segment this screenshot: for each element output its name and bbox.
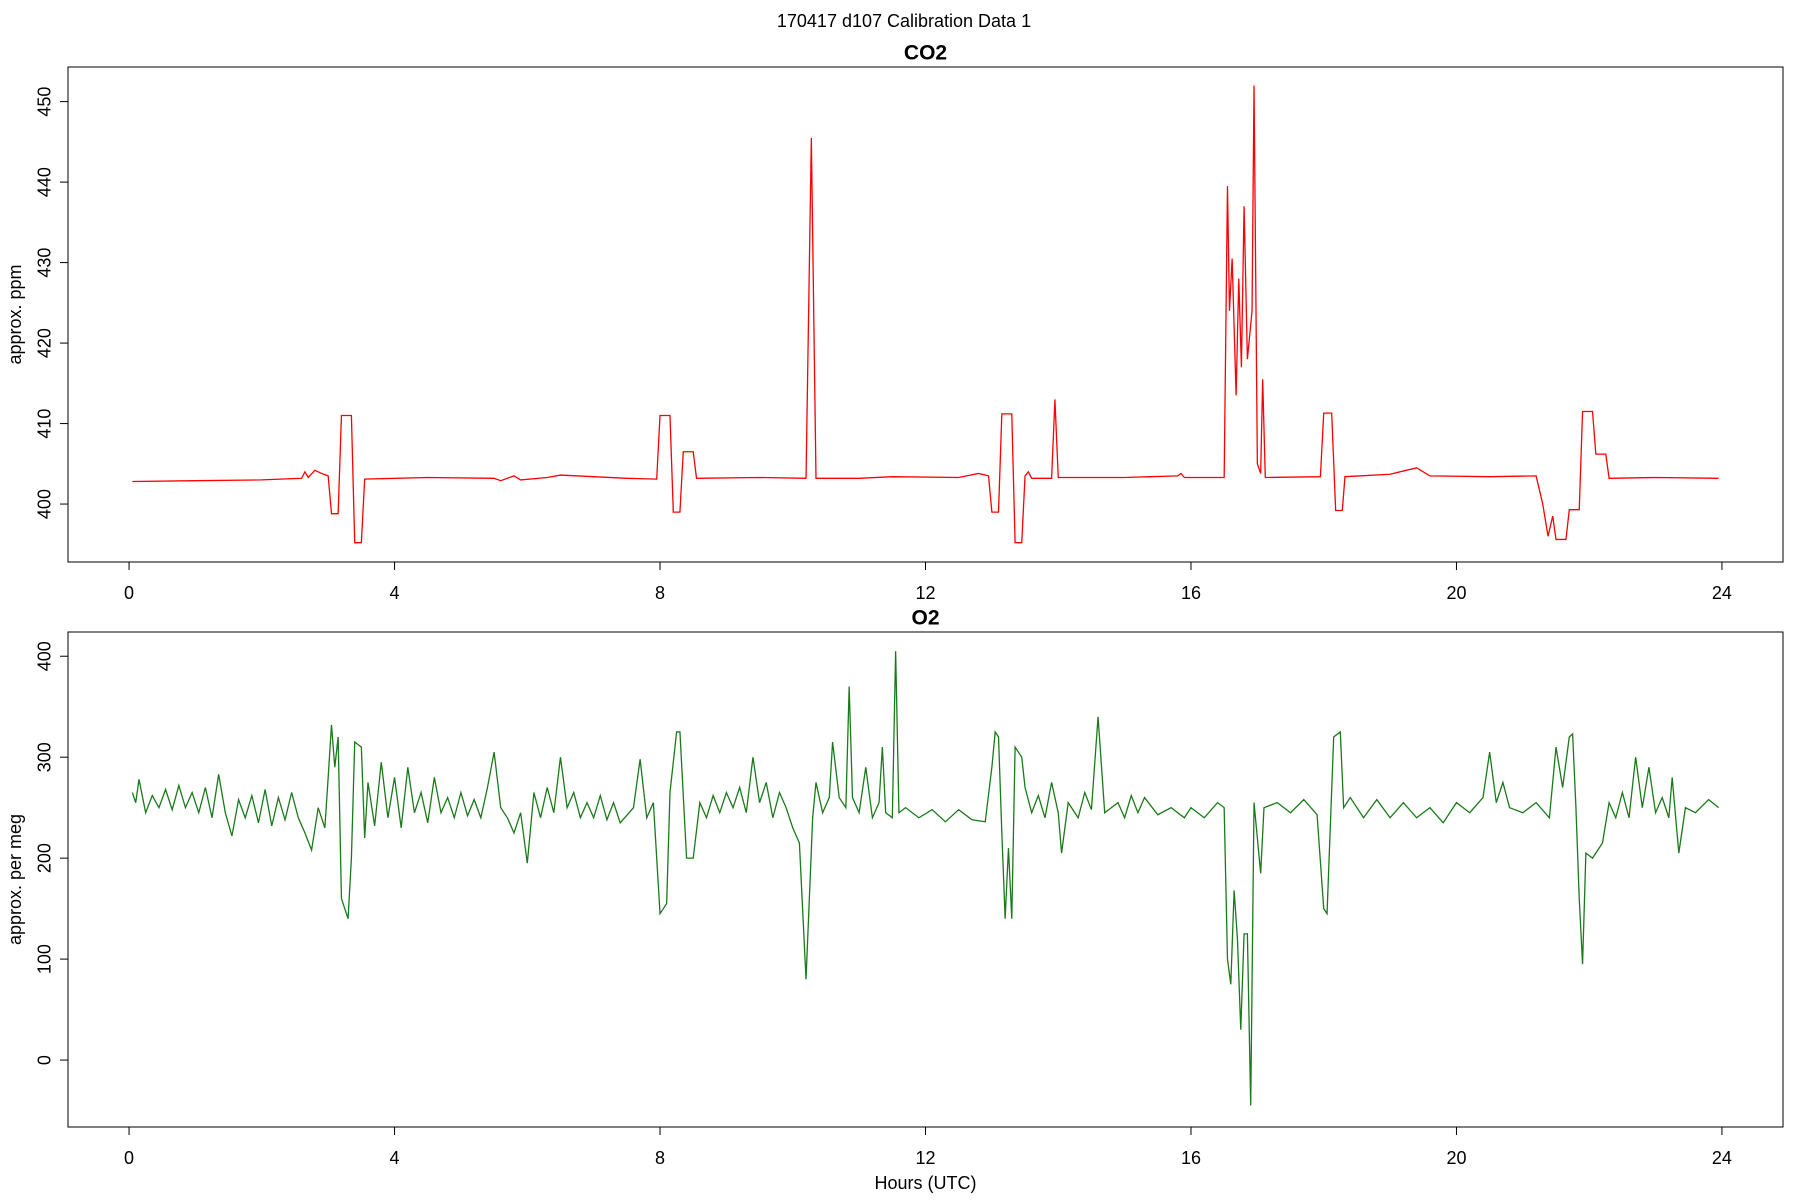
x-tick-label: 0 bbox=[124, 1148, 134, 1168]
y-tick-label: 400 bbox=[35, 489, 55, 519]
y-tick-label: 440 bbox=[35, 167, 55, 197]
y-tick-label: 410 bbox=[35, 409, 55, 439]
y-tick-label: 300 bbox=[35, 742, 55, 772]
x-tick-label: 0 bbox=[124, 583, 134, 603]
x-tick-label: 16 bbox=[1181, 1148, 1201, 1168]
data-line bbox=[132, 85, 1719, 544]
x-tick-label: 8 bbox=[655, 1148, 665, 1168]
x-tick-label: 12 bbox=[915, 1148, 935, 1168]
x-tick-label: 20 bbox=[1446, 1148, 1466, 1168]
data-line bbox=[131, 651, 1720, 1106]
plot-frame bbox=[67, 66, 1784, 563]
x-tick-label: 4 bbox=[390, 583, 400, 603]
panel-title: O2 bbox=[911, 607, 939, 630]
panel-title: CO2 bbox=[904, 42, 947, 65]
y-axis-label: approx. ppm bbox=[5, 264, 25, 364]
y-axis-label: approx. per meg bbox=[5, 814, 25, 945]
y-tick-label: 100 bbox=[35, 944, 55, 974]
y-tick-label: 0 bbox=[35, 1055, 55, 1065]
plot-frame bbox=[67, 631, 1784, 1128]
y-tick-label: 420 bbox=[35, 328, 55, 358]
x-tick-label: 24 bbox=[1712, 1148, 1732, 1168]
y-tick-label: 430 bbox=[35, 248, 55, 278]
x-tick-label: 16 bbox=[1181, 583, 1201, 603]
y-tick-label: 200 bbox=[35, 843, 55, 873]
y-tick-label: 450 bbox=[35, 87, 55, 117]
x-axis-label: Hours (UTC) bbox=[875, 1173, 977, 1193]
x-tick-label: 4 bbox=[390, 1148, 400, 1168]
x-tick-label: 8 bbox=[655, 583, 665, 603]
y-tick-label: 400 bbox=[35, 641, 55, 671]
x-tick-label: 20 bbox=[1446, 583, 1466, 603]
x-tick-label: 24 bbox=[1712, 583, 1732, 603]
page-title: 170417 d107 Calibration Data 1 bbox=[777, 11, 1031, 31]
x-tick-label: 12 bbox=[915, 583, 935, 603]
